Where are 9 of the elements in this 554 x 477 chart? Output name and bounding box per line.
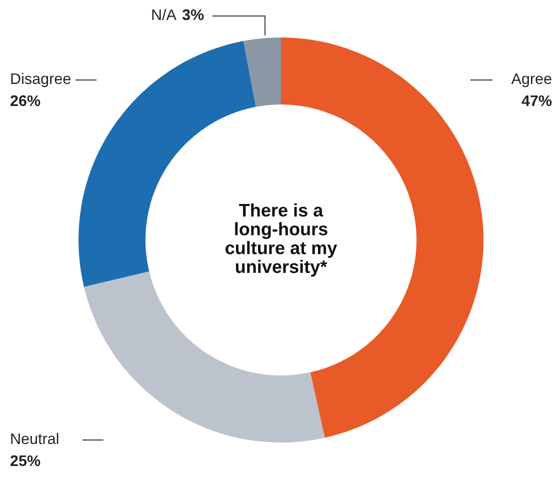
slice-label: Agree: [511, 73, 552, 88]
data-label: 3%: [182, 9, 204, 20]
text: There is a long-hours culture at my university*: [226, 203, 338, 277]
slice-label: Disagree: [11, 72, 70, 88]
slice-label: Neutral: [11, 432, 58, 444]
data-label: 47%: [522, 95, 552, 106]
data-label: 25%: [10, 455, 40, 466]
slice-label: N/A: [152, 8, 176, 20]
data-label: 26%: [10, 95, 40, 106]
